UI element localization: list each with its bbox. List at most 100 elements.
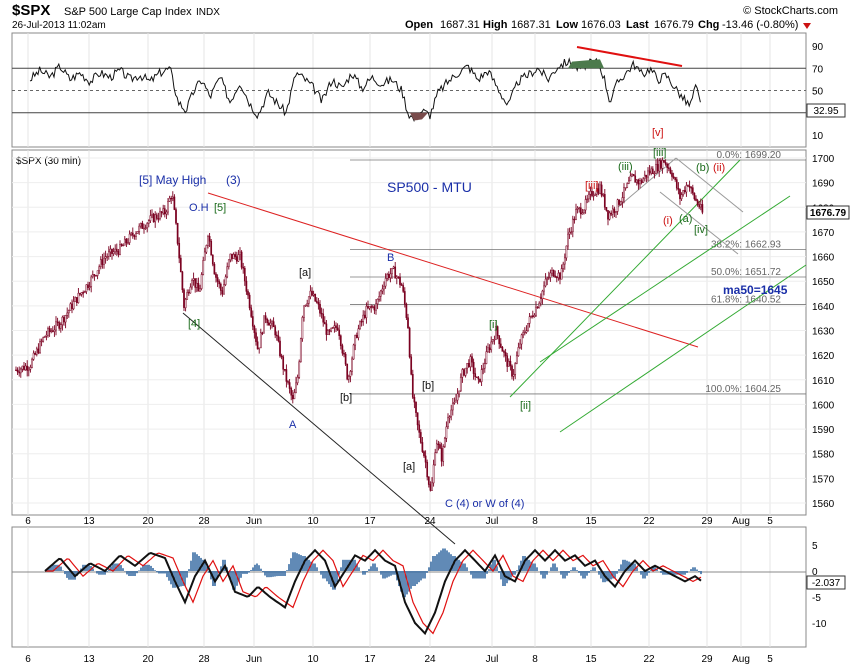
macd-bar — [186, 571, 188, 578]
macd-bar — [192, 552, 194, 571]
candle-body — [341, 345, 344, 354]
x-tick-label: 24 — [424, 516, 436, 527]
macd-panel — [11, 526, 807, 648]
candle-body — [173, 196, 176, 210]
candle-body — [435, 443, 438, 453]
candle-body — [101, 259, 104, 265]
price-tick: 1580 — [812, 450, 835, 461]
x-tick-label: Jun — [246, 654, 262, 665]
macd-bar — [64, 571, 66, 575]
candle-body — [219, 283, 222, 291]
macd-bar — [86, 564, 88, 571]
macd-bar — [648, 571, 650, 573]
macd-bar — [314, 563, 316, 571]
macd-bar — [624, 559, 626, 571]
candle-body — [547, 277, 550, 279]
candle-body — [171, 196, 174, 199]
candle-body — [27, 368, 30, 371]
candle-body — [335, 325, 337, 329]
macd-bar — [284, 571, 286, 576]
macd-bar — [416, 571, 418, 585]
candle-body — [688, 185, 691, 188]
open-value: 1687.31 — [440, 19, 480, 31]
candle-body — [485, 351, 488, 364]
candle-body — [650, 168, 653, 174]
macd-bar — [562, 571, 564, 579]
macd-bar — [664, 571, 666, 575]
candle-body — [400, 284, 403, 286]
macd-bar — [578, 571, 580, 573]
candle-body — [103, 257, 105, 265]
candle-body — [21, 365, 24, 370]
wave-ii-bracket: [ii] — [520, 400, 531, 412]
candle-body — [339, 335, 342, 346]
macd-bar — [424, 571, 426, 579]
macd-bar — [606, 571, 608, 582]
macd-bar — [630, 562, 632, 571]
candle-body — [365, 306, 368, 318]
macd-bar — [344, 559, 346, 571]
macd-bar — [196, 554, 198, 571]
candle-body — [488, 347, 491, 350]
candle-body — [149, 215, 152, 221]
macd-axis: 5 0 -5 -10 — [812, 541, 827, 630]
macd-bar — [266, 571, 268, 578]
grey-wedge-bottom — [659, 191, 739, 255]
price-tick: 1630 — [812, 327, 835, 338]
candle-body — [536, 306, 539, 309]
candle-body — [578, 207, 581, 209]
macd-bar — [474, 571, 476, 579]
candle-body — [587, 193, 590, 200]
macd-bar — [286, 570, 288, 571]
macd-bar — [528, 559, 530, 571]
candle-body — [234, 254, 237, 257]
candle-body — [530, 315, 533, 317]
candle-body — [203, 251, 206, 261]
candle-body — [226, 266, 229, 278]
candle-body — [88, 286, 91, 288]
symbol: $SPX — [12, 2, 50, 19]
macd-bar — [190, 560, 192, 571]
low-value: 1676.03 — [581, 19, 621, 31]
macd-bar — [566, 571, 568, 576]
macd-bar — [126, 571, 128, 575]
candle-body — [370, 306, 373, 308]
candle-body — [533, 314, 536, 318]
macd-bar — [308, 559, 310, 571]
candle-body — [170, 197, 173, 200]
wave-a-bracket-2: [a] — [403, 461, 415, 473]
candle-body — [559, 272, 561, 280]
candle-body — [480, 369, 483, 382]
candle-body — [253, 326, 256, 334]
candle-body — [695, 198, 697, 201]
macd-bar — [244, 571, 246, 574]
macd-bar — [102, 571, 104, 575]
candle-body — [387, 274, 390, 279]
candle-body — [499, 343, 502, 348]
candle-body — [391, 268, 393, 275]
candle-body — [279, 340, 281, 357]
candle-body — [143, 227, 145, 230]
candle-body — [363, 314, 366, 318]
macd-bar — [342, 559, 344, 571]
candle-body — [277, 335, 280, 342]
wave-A-label: A — [289, 419, 297, 431]
candle-body — [421, 442, 424, 452]
candle-body — [64, 315, 67, 323]
macd-bar — [572, 567, 574, 571]
candle-body — [266, 319, 269, 323]
macd-bar — [70, 571, 72, 580]
candle-body — [259, 332, 262, 349]
macd-bar — [500, 571, 502, 580]
macd-bar — [370, 566, 372, 571]
candle-body — [440, 448, 443, 462]
macd-bar — [550, 567, 552, 571]
last-label: Last — [626, 19, 649, 31]
macd-bar — [422, 571, 424, 579]
candle-body — [35, 348, 38, 355]
macd-bar — [182, 571, 184, 586]
candle-body — [72, 301, 75, 310]
x-tick-label: 6 — [25, 654, 31, 665]
price-legend: $SPX (30 min) — [16, 156, 81, 167]
macd-bar — [264, 571, 266, 576]
